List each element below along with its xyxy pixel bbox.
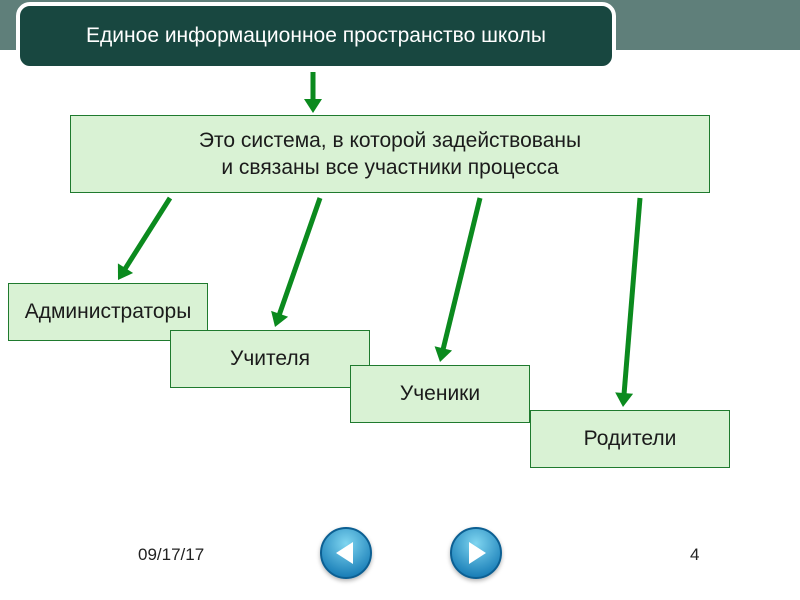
chevron-left-icon — [336, 542, 353, 564]
leaf-label: Родители — [584, 425, 677, 452]
chevron-right-icon — [469, 542, 486, 564]
footer-date: 09/17/17 — [138, 545, 204, 565]
footer-page-number: 4 — [690, 545, 699, 565]
description-line2: и связаны все участники процесса — [199, 154, 581, 181]
prev-button[interactable] — [320, 527, 372, 579]
leaf-label: Администраторы — [25, 298, 192, 325]
next-button[interactable] — [450, 527, 502, 579]
slide-title: Единое информационное пространство школы — [16, 2, 616, 70]
description-box: Это система, в которой задействованы и с… — [70, 115, 710, 193]
leaf-label: Учителя — [230, 345, 310, 372]
slide-title-text: Единое информационное пространство школы — [86, 23, 546, 49]
leaf-box-3: Родители — [530, 410, 730, 468]
description-line1: Это система, в которой задействованы — [199, 127, 581, 154]
leaf-box-2: Ученики — [350, 365, 530, 423]
leaf-label: Ученики — [400, 380, 480, 407]
leaf-box-1: Учителя — [170, 330, 370, 388]
